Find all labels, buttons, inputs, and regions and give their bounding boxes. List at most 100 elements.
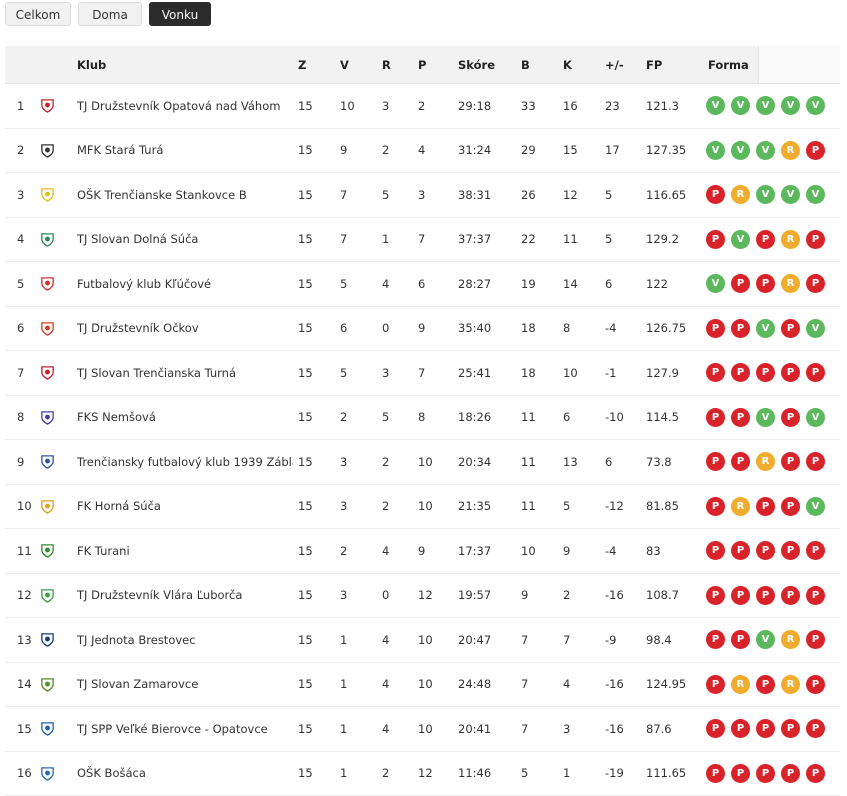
form-badge[interactable]: P — [731, 630, 750, 650]
form-badge[interactable]: P — [781, 363, 800, 383]
form-badge[interactable]: R — [781, 674, 800, 694]
form-badge[interactable]: R — [781, 140, 800, 160]
form-badge[interactable]: P — [706, 185, 725, 205]
form-badge[interactable]: P — [806, 719, 825, 739]
form-badge[interactable]: V — [731, 96, 750, 116]
form-badge[interactable]: V — [706, 140, 725, 160]
form-badge[interactable]: P — [706, 229, 725, 249]
club-name[interactable]: TJ Slovan Dolná Súča — [71, 217, 293, 262]
club-name[interactable]: TJ Družstevník Očkov — [71, 306, 293, 351]
form-badge[interactable]: V — [756, 407, 775, 427]
form-badge[interactable]: P — [781, 585, 800, 605]
form-badge[interactable]: V — [806, 185, 825, 205]
form-badge[interactable]: P — [806, 140, 825, 160]
form-badge[interactable]: V — [806, 96, 825, 116]
tab-vonku[interactable]: Vonku — [149, 2, 211, 26]
form-badge[interactable]: P — [706, 719, 725, 739]
form-badge[interactable]: P — [806, 541, 825, 561]
form-badge[interactable]: P — [806, 763, 825, 783]
club-name[interactable]: TJ Slovan Zamarovce — [71, 662, 293, 707]
form-badge[interactable]: P — [781, 452, 800, 472]
form-badge[interactable]: R — [781, 630, 800, 650]
form-badge[interactable]: V — [706, 274, 725, 294]
form-badge[interactable]: V — [706, 96, 725, 116]
form-badge[interactable]: P — [756, 274, 775, 294]
form-badge[interactable]: P — [706, 496, 725, 516]
club-name[interactable]: TJ Družstevník Opatová nad Váhom — [71, 83, 293, 129]
form-badge[interactable]: V — [731, 229, 750, 249]
form-badge[interactable]: P — [781, 496, 800, 516]
form-badge[interactable]: V — [806, 318, 825, 338]
form-badge[interactable]: P — [806, 630, 825, 650]
form-badge[interactable]: R — [731, 496, 750, 516]
form-badge[interactable]: P — [731, 452, 750, 472]
form-badge[interactable]: R — [781, 229, 800, 249]
form-badge[interactable]: P — [731, 541, 750, 561]
form-badge[interactable]: P — [706, 763, 725, 783]
form-badge[interactable]: P — [706, 452, 725, 472]
form-badge[interactable]: P — [756, 496, 775, 516]
form-badge[interactable]: R — [781, 274, 800, 294]
form-badge[interactable]: P — [731, 363, 750, 383]
form-badge[interactable]: P — [781, 763, 800, 783]
form-badge[interactable]: P — [806, 229, 825, 249]
club-name[interactable]: OŠK Trenčianske Stankovce B — [71, 172, 293, 218]
form-badge[interactable]: P — [781, 318, 800, 338]
form-badge[interactable]: P — [706, 318, 725, 338]
form-badge[interactable]: P — [731, 763, 750, 783]
form-badge[interactable]: V — [756, 96, 775, 116]
club-name[interactable]: FK Turani — [71, 528, 293, 574]
form-badge[interactable]: P — [706, 541, 725, 561]
form-badge[interactable]: P — [706, 585, 725, 605]
club-name[interactable]: FKS Nemšová — [71, 395, 293, 440]
form-badge[interactable]: P — [756, 719, 775, 739]
form-badge[interactable]: P — [756, 585, 775, 605]
form-badge[interactable]: V — [756, 140, 775, 160]
form-badge[interactable]: V — [806, 407, 825, 427]
form-badge[interactable]: V — [756, 185, 775, 205]
tab-doma[interactable]: Doma — [78, 2, 142, 26]
club-name[interactable]: Trenčiansky futbalový klub 1939 Záblatie — [71, 439, 293, 485]
form-badge[interactable]: P — [731, 407, 750, 427]
form-badge[interactable]: P — [781, 719, 800, 739]
tab-celkom[interactable]: Celkom — [5, 2, 71, 26]
form-badge[interactable]: P — [756, 674, 775, 694]
form-badge[interactable]: P — [731, 318, 750, 338]
form-badge[interactable]: P — [756, 229, 775, 249]
form-badge[interactable]: P — [781, 541, 800, 561]
club-name[interactable]: TJ SPP Veľké Bierovce - Opatovce — [71, 706, 293, 752]
club-name[interactable]: TJ Družstevník Vlára Ľuborča — [71, 573, 293, 618]
form-badge[interactable]: V — [781, 96, 800, 116]
form-badge[interactable]: V — [756, 630, 775, 650]
form-badge[interactable]: P — [806, 274, 825, 294]
form-badge[interactable]: P — [706, 407, 725, 427]
form-badge[interactable]: V — [781, 185, 800, 205]
form-badge[interactable]: P — [781, 407, 800, 427]
form-badge[interactable]: V — [731, 140, 750, 160]
form-badge[interactable]: R — [756, 452, 775, 472]
club-name[interactable]: FK Horná Súča — [71, 484, 293, 529]
club-name[interactable]: Futbalový klub Kľúčové — [71, 261, 293, 307]
form-badge[interactable]: P — [731, 274, 750, 294]
form-badge[interactable]: R — [731, 674, 750, 694]
form-badge[interactable]: P — [756, 541, 775, 561]
form-badge[interactable]: P — [756, 763, 775, 783]
club-name[interactable]: OŠK Bošáca — [71, 751, 293, 796]
club-name[interactable]: MFK Stará Turá — [71, 128, 293, 173]
form-badge[interactable]: P — [806, 585, 825, 605]
form-badge[interactable]: P — [806, 452, 825, 472]
form-badge[interactable]: P — [806, 363, 825, 383]
form-badge[interactable]: P — [706, 674, 725, 694]
club-name[interactable]: TJ Slovan Trenčianska Turná — [71, 350, 293, 396]
club-name[interactable]: TJ Jednota Brestovec — [71, 617, 293, 663]
form-badge[interactable]: P — [731, 585, 750, 605]
form-badge[interactable]: V — [756, 318, 775, 338]
form-badge[interactable]: P — [806, 674, 825, 694]
form-badge[interactable]: P — [731, 719, 750, 739]
form-badge[interactable]: V — [806, 496, 825, 516]
form-badge[interactable]: P — [756, 363, 775, 383]
header-form: Forma — [704, 46, 758, 84]
form-badge[interactable]: P — [706, 363, 725, 383]
form-badge[interactable]: P — [706, 630, 725, 650]
form-badge[interactable]: R — [731, 185, 750, 205]
